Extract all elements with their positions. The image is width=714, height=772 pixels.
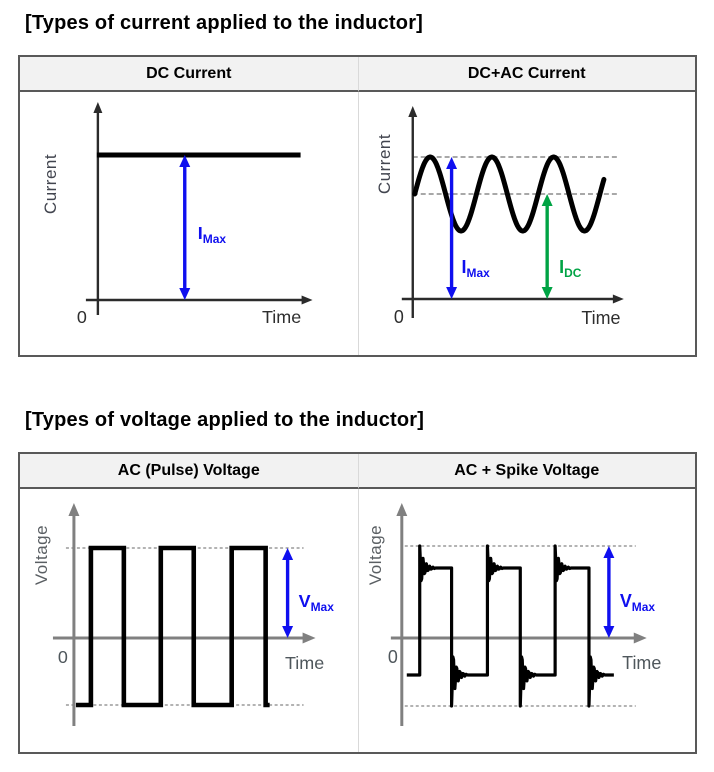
column-header-ac-spike-voltage: AC + Spike Voltage — [357, 454, 695, 489]
column-header-dc-ac-current: DC+AC Current — [357, 57, 695, 92]
chart-dc-current: IMax 0 Time Current — [20, 92, 358, 355]
column-header-dc-current: DC Current — [20, 57, 358, 92]
section-title-current: [Types of current applied to the inducto… — [25, 12, 424, 34]
svg-text:IMax: IMax — [198, 223, 227, 246]
current-types-table: DC Current DC+AC Current IMax 0 Time Curren… — [18, 55, 697, 357]
svg-text:VMax: VMax — [619, 591, 655, 614]
svg-text:0: 0 — [58, 647, 68, 667]
column-header-ac-pulse-voltage: AC (Pulse) Voltage — [20, 454, 358, 489]
svg-text:Time: Time — [262, 307, 301, 327]
svg-text:IDC: IDC — [559, 257, 582, 280]
svg-text:Voltage: Voltage — [365, 525, 384, 585]
svg-text:0: 0 — [393, 307, 403, 327]
svg-text:Time: Time — [581, 308, 620, 328]
svg-text:VMax: VMax — [299, 591, 335, 614]
section-title-voltage: [Types of voltage applied to the inducto… — [25, 409, 425, 431]
svg-text:Current: Current — [41, 154, 60, 214]
svg-text:Time: Time — [285, 653, 324, 673]
svg-text:Voltage: Voltage — [32, 525, 51, 585]
svg-text:0: 0 — [77, 307, 87, 327]
chart-ac-spike-voltage: VMax 0 Time Voltage — [357, 489, 696, 752]
chart-dc-ac-current: IMax IDC 0 Time Current — [357, 92, 696, 355]
voltage-types-table: AC (Pulse) Voltage AC + Spike Voltage VM… — [18, 452, 697, 754]
svg-text:Time: Time — [622, 653, 661, 673]
svg-text:Current: Current — [374, 134, 393, 194]
chart-ac-pulse-voltage: VMax 0 Time Voltage — [20, 489, 358, 752]
svg-text:IMax: IMax — [461, 257, 490, 280]
page: [Types of current applied to the inducto… — [0, 12, 714, 754]
svg-text:0: 0 — [387, 647, 397, 667]
